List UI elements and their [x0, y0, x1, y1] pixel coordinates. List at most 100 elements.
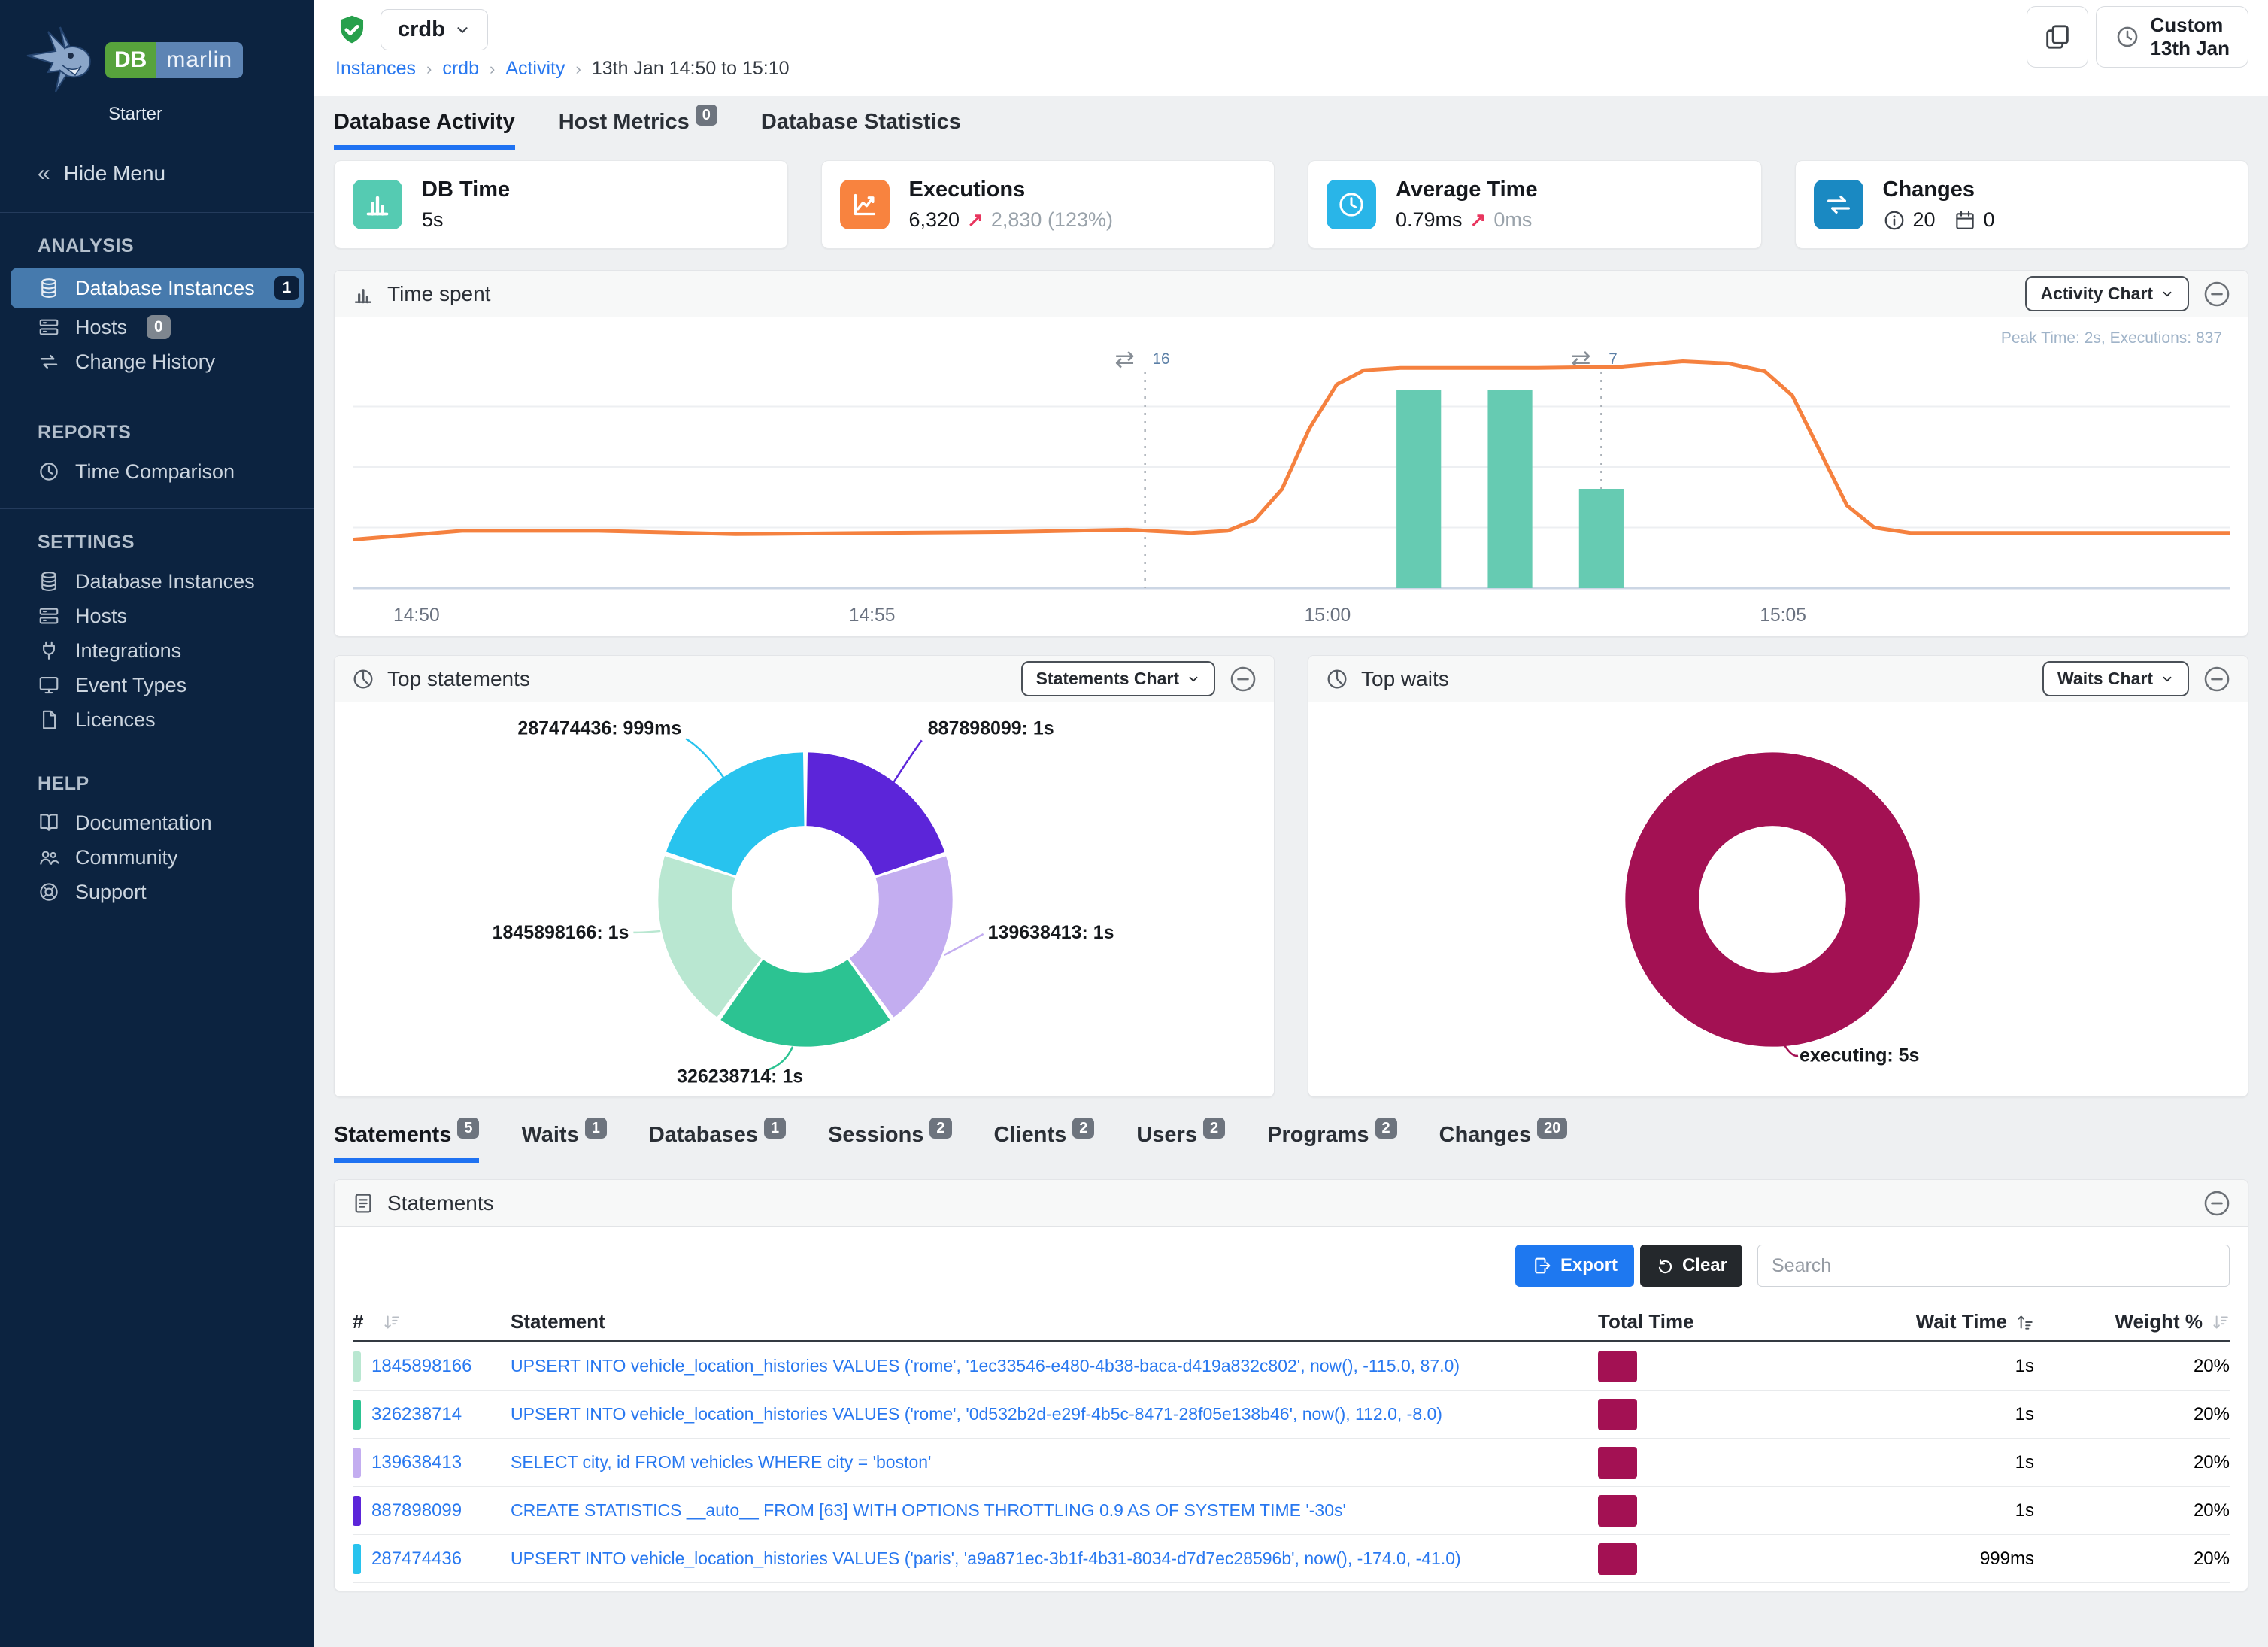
server-icon	[39, 608, 59, 624]
kpi-delta: 0ms	[1493, 208, 1533, 231]
statement-link[interactable]: UPSERT INTO vehicle_location_histories V…	[511, 1403, 1442, 1424]
statement-id-link[interactable]: 326238714	[371, 1403, 462, 1424]
divider	[0, 508, 314, 509]
book-icon	[40, 814, 58, 832]
sidebar-item-database-instances[interactable]: Database Instances 1	[11, 268, 304, 308]
document-list-icon	[355, 1194, 371, 1212]
calendar-icon	[1955, 211, 1974, 229]
chevron-down-icon	[1189, 676, 1198, 681]
waits-chart-select[interactable]: Waits Chart	[2042, 661, 2189, 696]
sidebar-item-time-comparison[interactable]: Time Comparison	[0, 454, 314, 489]
column-header-total-time[interactable]: Total Time	[1598, 1310, 1694, 1333]
search-input[interactable]	[1757, 1245, 2230, 1287]
tab-users[interactable]: Users 2	[1136, 1118, 1226, 1163]
svg-text:7: 7	[1609, 350, 1618, 368]
table-row: 1845898166 UPSERT INTO vehicle_location_…	[353, 1342, 2230, 1391]
top-waits-chart-body: executing: 5s	[1308, 702, 2248, 1096]
statement-link[interactable]: UPSERT INTO vehicle_location_histories V…	[511, 1548, 1461, 1568]
statements-chart-select[interactable]: Statements Chart	[1020, 661, 1215, 696]
wait-time-value: 1s	[2015, 1355, 2034, 1376]
time-range-button[interactable]: Custom 13th Jan	[2095, 6, 2248, 68]
tab-programs[interactable]: Programs 2	[1267, 1118, 1397, 1163]
sidebar-item-settings-database-instances[interactable]: Database Instances	[0, 564, 314, 599]
breadcrumb-instances[interactable]: Instances	[335, 58, 417, 79]
tab-changes[interactable]: Changes 20	[1439, 1118, 1568, 1163]
sidebar-item-event-types[interactable]: Event Types	[0, 668, 314, 702]
chevron-down-icon	[2163, 291, 2172, 296]
tab-sessions[interactable]: Sessions 2	[828, 1118, 952, 1163]
column-header-id[interactable]: #	[353, 1310, 511, 1333]
column-header-weight[interactable]: Weight %	[2034, 1310, 2230, 1333]
statement-id-link[interactable]: 287474436	[371, 1548, 462, 1569]
sidebar-item-hosts[interactable]: Hosts 0	[0, 310, 314, 344]
top-waits-donut[interactable]: executing: 5s	[1308, 702, 2248, 1096]
export-button[interactable]: Export	[1515, 1245, 1634, 1287]
tab-badge: 2	[1375, 1118, 1397, 1139]
statements-panel: Statements Export Clear	[334, 1179, 2248, 1591]
wait-time-value: 999ms	[1979, 1548, 2034, 1569]
hide-menu-button[interactable]: « Hide Menu	[38, 161, 166, 186]
sidebar-item-change-history[interactable]: Change History	[0, 344, 314, 379]
kpi-value: 5s	[422, 208, 444, 231]
sort-icon	[2213, 1315, 2228, 1329]
panel-title: Top statements	[387, 666, 530, 690]
column-header-wait-time[interactable]: Wait Time	[1809, 1310, 2034, 1333]
kpi-changes: Changes 20 0	[1794, 160, 2248, 249]
brand-db: DB	[105, 42, 156, 78]
sidebar: DB marlin Starter « Hide Menu ANALYSIS Da…	[0, 0, 314, 1647]
collapse-icon[interactable]	[2203, 280, 2231, 308]
donut-panels-row: Top statements Statements Chart	[334, 655, 2248, 1097]
section-settings: SETTINGS	[38, 532, 135, 553]
statement-id-link[interactable]: 887898099	[371, 1500, 462, 1521]
tab-clients[interactable]: Clients 2	[994, 1118, 1095, 1163]
statement-id-link[interactable]: 139638413	[371, 1451, 462, 1473]
sidebar-item-community[interactable]: Community	[0, 840, 314, 875]
tab-host-metrics[interactable]: Host Metrics 0	[559, 105, 717, 150]
instance-selector[interactable]: crdb	[381, 9, 488, 50]
statements-table: # Statement Total Time Wait Time Weight …	[353, 1303, 2230, 1583]
statement-link[interactable]: CREATE STATISTICS __auto__ FROM [63] WIT…	[511, 1500, 1346, 1520]
time-spent-chart[interactable]: 14:50 14:55 15:00 15:05⇄ 16 ⇄ 7	[353, 332, 2230, 633]
tab-database-activity[interactable]: Database Activity	[334, 110, 515, 150]
column-header-statement[interactable]: Statement	[511, 1310, 605, 1333]
kpi-info-count: 20	[1912, 208, 1936, 231]
sidebar-item-licences[interactable]: Licences	[0, 702, 314, 737]
weight-value: 20%	[2193, 1355, 2230, 1376]
breadcrumb-crdb[interactable]: crdb	[442, 58, 479, 79]
donut-label: 139638413: 1s	[988, 922, 1114, 943]
content: Database Activity Host Metrics 0 Database…	[314, 96, 2268, 1647]
collapse-icon[interactable]	[1229, 665, 1257, 693]
tab-waits[interactable]: Waits 1	[521, 1118, 607, 1163]
brand-marlin: marlin	[156, 42, 244, 78]
collapse-icon[interactable]	[2203, 665, 2231, 693]
panel-title: Top waits	[1361, 666, 1449, 690]
tab-statements[interactable]: Statements 5	[334, 1118, 480, 1163]
statement-id-link[interactable]: 1845898166	[371, 1355, 472, 1376]
tab-databases[interactable]: Databases 1	[649, 1118, 787, 1163]
kpi-value: 6,320	[908, 208, 960, 231]
double-chevron-left-icon: «	[38, 161, 50, 186]
clear-button[interactable]: Clear	[1639, 1245, 1742, 1287]
sort-icon	[384, 1315, 400, 1329]
activity-chart-select[interactable]: Activity Chart	[2025, 276, 2189, 311]
wait-time-value: 1s	[2015, 1500, 2034, 1521]
svg-text:16: 16	[1153, 350, 1170, 368]
kpi-value: 0.79ms	[1396, 208, 1463, 231]
svg-text:14:55: 14:55	[849, 605, 896, 626]
svg-text:14:50: 14:50	[393, 605, 440, 626]
copy-link-button[interactable]	[2026, 6, 2088, 68]
top-statements-donut[interactable]: 287474436: 999ms 887898099: 1s 184589816…	[335, 702, 1274, 1096]
weight-value: 20%	[2193, 1500, 2230, 1521]
sidebar-item-support[interactable]: Support	[0, 875, 314, 909]
breadcrumb-activity[interactable]: Activity	[505, 58, 565, 79]
collapse-icon[interactable]	[2203, 1189, 2231, 1218]
sidebar-item-settings-hosts[interactable]: Hosts	[0, 599, 314, 633]
sidebar-item-integrations[interactable]: Integrations	[0, 633, 314, 668]
tab-database-statistics[interactable]: Database Statistics	[760, 110, 961, 134]
statement-link[interactable]: UPSERT INTO vehicle_location_histories V…	[511, 1355, 1460, 1376]
main-tabs: Database Activity Host Metrics 0 Database…	[334, 105, 2248, 150]
sidebar-item-documentation[interactable]: Documentation	[0, 805, 314, 840]
up-arrow-icon: ↗	[1469, 208, 1487, 231]
statement-link[interactable]: SELECT city, id FROM vehicles WHERE city…	[511, 1451, 932, 1472]
line-chart-icon	[839, 180, 890, 229]
